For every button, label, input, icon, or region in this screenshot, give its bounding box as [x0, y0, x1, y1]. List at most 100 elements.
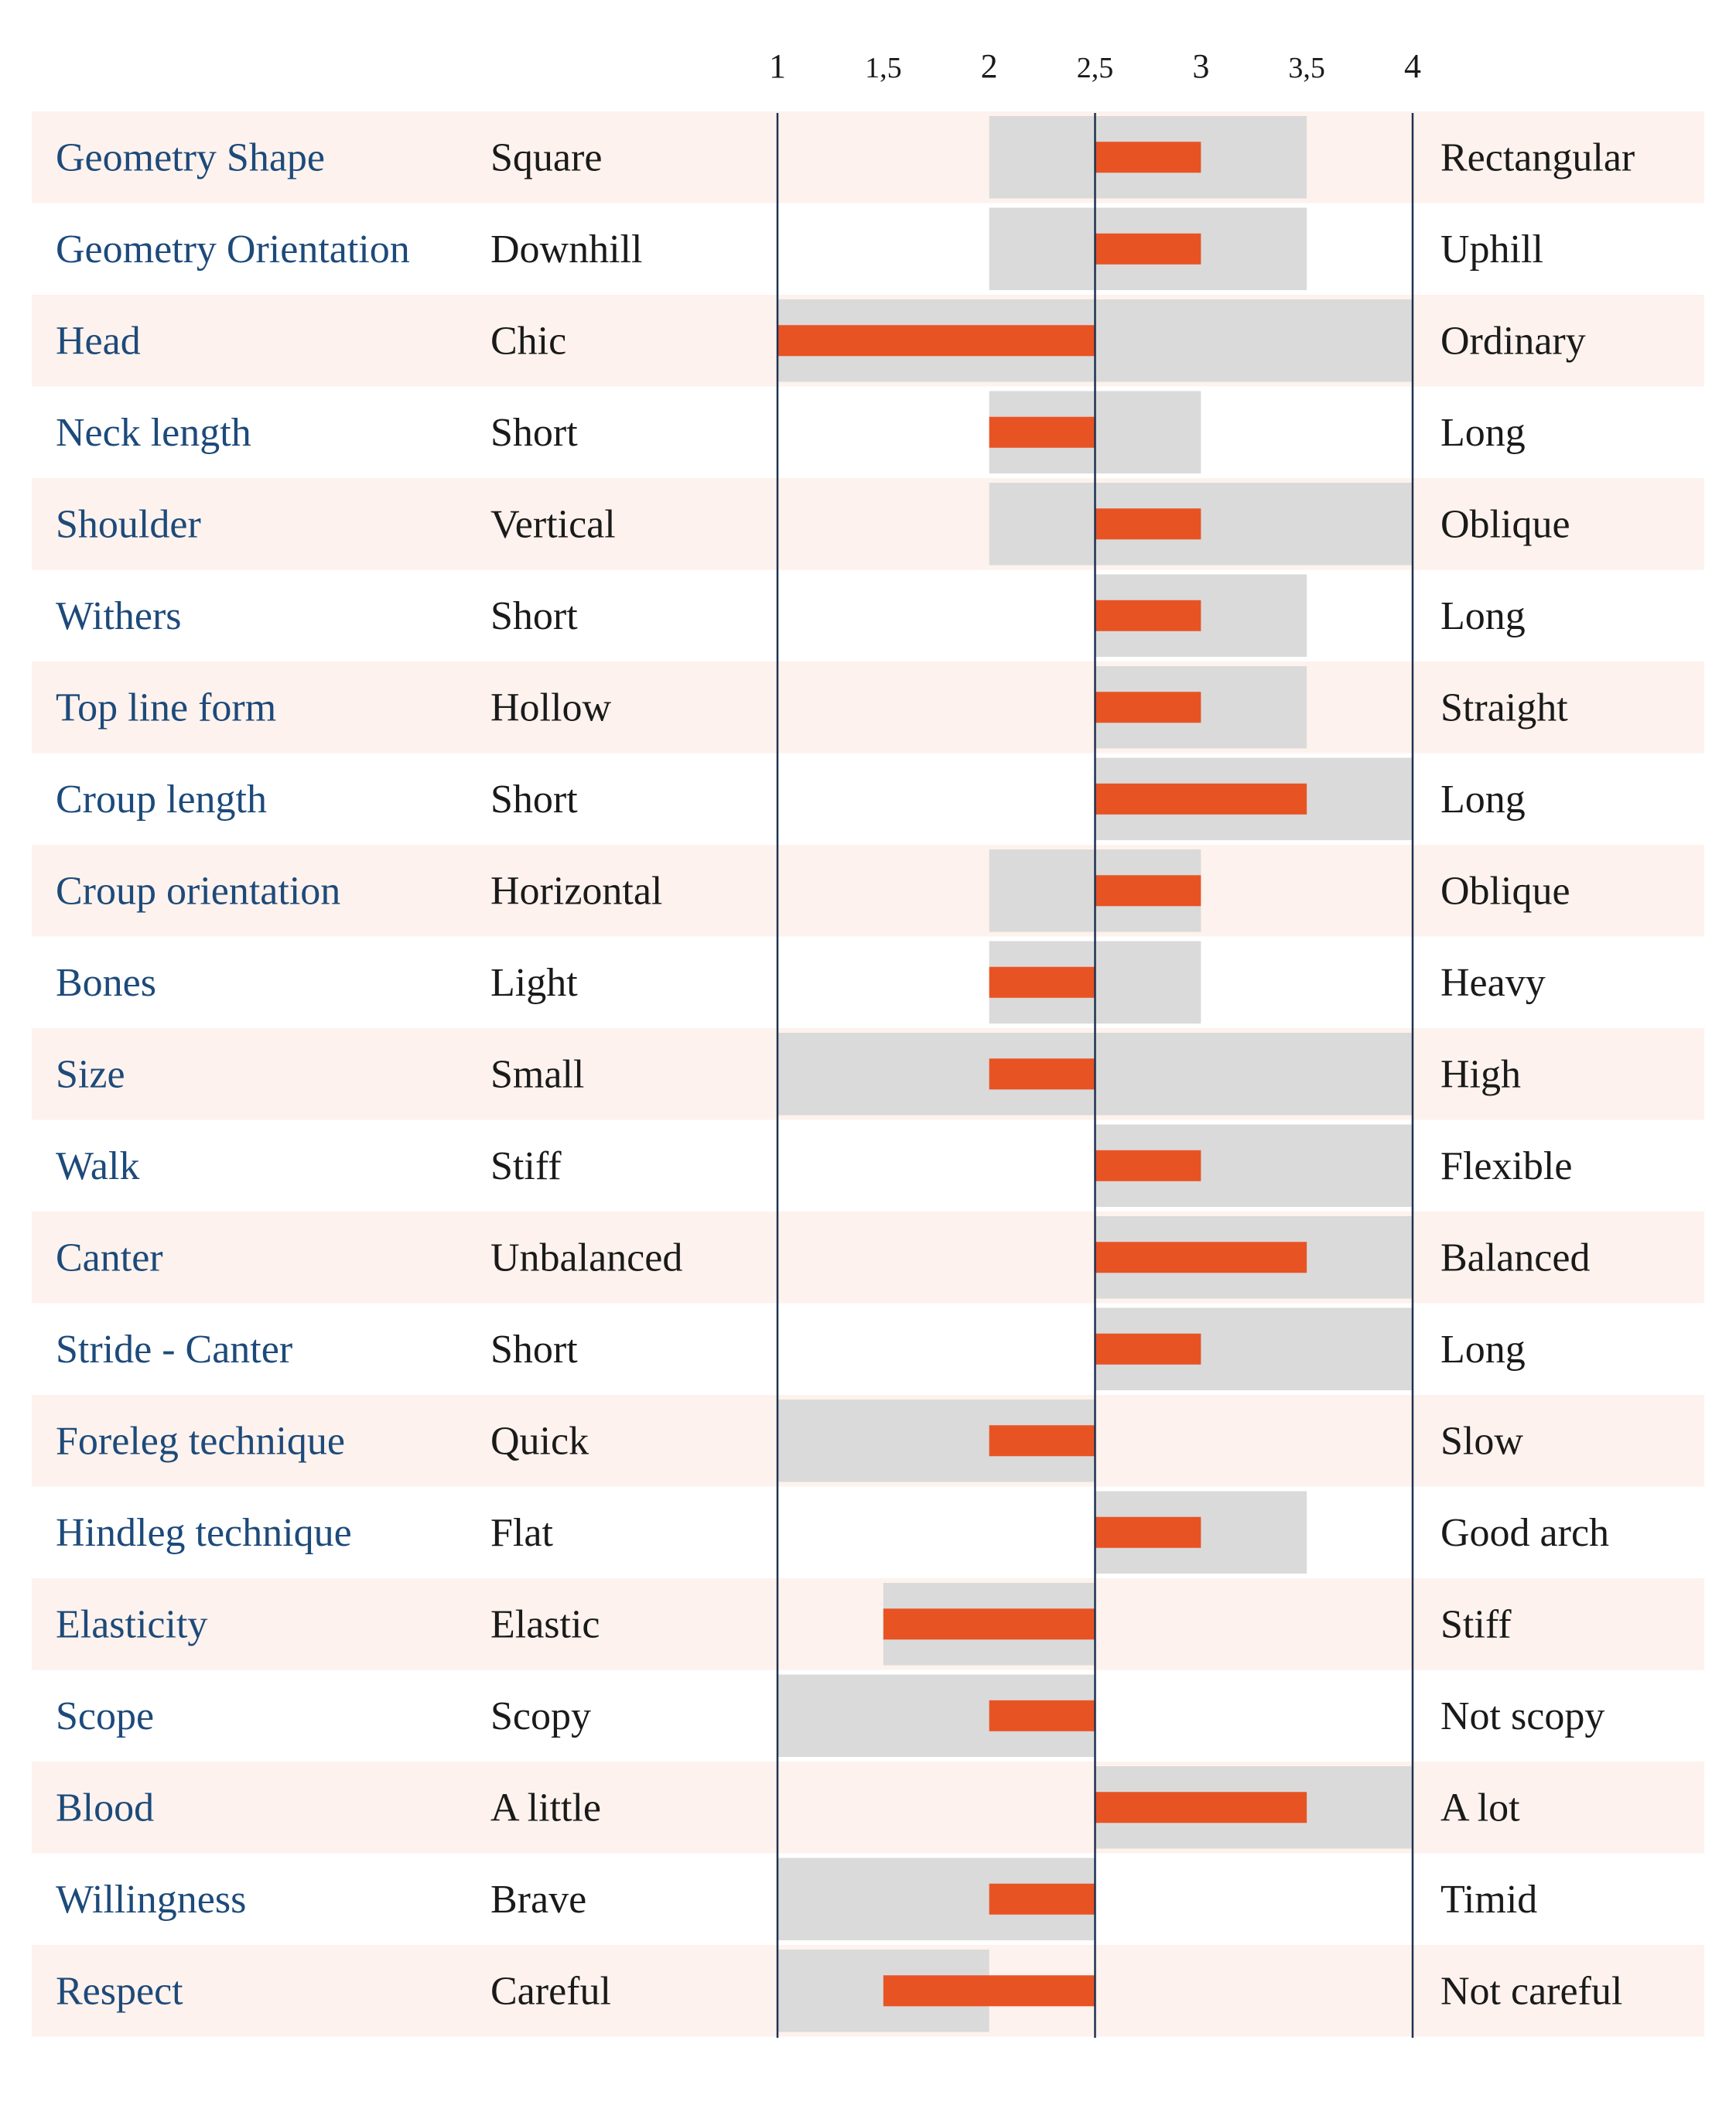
- low-end-label: Unbalanced: [490, 1236, 682, 1280]
- tick-labels: 1 1,5 2 2,5 3 3,5 4: [769, 47, 1421, 85]
- value-bar: [989, 1058, 1095, 1090]
- value-bar: [1095, 1150, 1201, 1181]
- low-end-label: Short: [490, 594, 578, 638]
- high-end-label: Oblique: [1440, 869, 1570, 913]
- trait-label: Geometry Orientation: [56, 227, 410, 272]
- high-end-label: Flexible: [1440, 1144, 1572, 1188]
- value-bar: [1095, 692, 1201, 723]
- trait-label: Elasticity: [56, 1602, 207, 1646]
- value-bar: [989, 1700, 1095, 1731]
- high-end-label: Not careful: [1440, 1969, 1622, 2013]
- row-background: [32, 1762, 1704, 1854]
- value-bar: [883, 1975, 1095, 2007]
- value-bar: [1095, 508, 1201, 540]
- value-bar: [1095, 1242, 1307, 1273]
- tick-label: 4: [1404, 47, 1421, 85]
- trait-label: Scope: [56, 1694, 154, 1738]
- trait-label: Canter: [56, 1236, 163, 1280]
- row-background: [32, 111, 1704, 203]
- low-end-label: Stiff: [490, 1144, 562, 1188]
- low-end-label: Scopy: [490, 1694, 591, 1738]
- value-bar: [1095, 783, 1307, 815]
- trait-label: Respect: [56, 1969, 183, 2013]
- low-end-label: Short: [490, 1328, 578, 1372]
- high-end-label: Long: [1440, 778, 1526, 822]
- high-end-label: A lot: [1440, 1786, 1520, 1830]
- value-bar: [1095, 1516, 1201, 1548]
- tick-label: 1: [769, 47, 786, 85]
- low-end-label: Horizontal: [490, 869, 662, 913]
- trait-label: Blood: [56, 1786, 154, 1830]
- trait-label: Foreleg technique: [56, 1419, 345, 1463]
- high-end-label: Long: [1440, 594, 1526, 638]
- high-end-label: High: [1440, 1052, 1521, 1096]
- value-bar: [1095, 875, 1201, 907]
- row-background: [32, 478, 1704, 570]
- trait-label: Walk: [56, 1144, 139, 1188]
- tick-label: 3,5: [1288, 52, 1325, 84]
- low-end-label: Brave: [490, 1878, 586, 1922]
- low-end-label: Short: [490, 778, 578, 822]
- low-end-label: Quick: [490, 1419, 589, 1463]
- high-end-label: Long: [1440, 1328, 1526, 1372]
- low-end-label: Short: [490, 411, 578, 455]
- low-end-label: Square: [490, 135, 602, 179]
- high-end-label: Heavy: [1440, 961, 1546, 1005]
- trait-label: Willingness: [56, 1878, 246, 1922]
- row-labels: Geometry Shape Square Rectangular Geometry …: [56, 135, 1635, 2013]
- tick-label: 3: [1192, 47, 1209, 85]
- low-end-label: Light: [490, 961, 578, 1005]
- high-end-label: Oblique: [1440, 502, 1570, 546]
- row-background: [32, 661, 1704, 754]
- low-end-label: Small: [490, 1052, 584, 1096]
- tick-label: 2,5: [1077, 52, 1114, 84]
- value-bar: [989, 966, 1095, 998]
- trait-label: Geometry Shape: [56, 135, 325, 179]
- low-end-label: A little: [490, 1786, 601, 1830]
- value-bar: [989, 1425, 1095, 1457]
- low-end-label: Vertical: [490, 502, 616, 546]
- high-end-label: Straight: [1440, 685, 1568, 730]
- row-background: [32, 1212, 1704, 1304]
- value-bar: [1095, 1792, 1307, 1823]
- trait-label: Top line form: [56, 685, 276, 730]
- trait-label: Stride - Canter: [56, 1328, 292, 1372]
- value-bar: [989, 416, 1095, 448]
- trait-label: Croup orientation: [56, 869, 340, 913]
- high-end-label: Balanced: [1440, 1236, 1590, 1280]
- trait-label: Size: [56, 1052, 125, 1096]
- value-bars: [777, 142, 1307, 2007]
- trait-label: Neck length: [56, 411, 251, 455]
- value-bar: [1095, 1333, 1201, 1365]
- value-bar: [777, 325, 1095, 357]
- trait-label: Croup length: [56, 778, 267, 822]
- axis-lines: [776, 113, 1414, 2038]
- trait-label: Withers: [56, 594, 182, 638]
- low-end-label: Elastic: [490, 1602, 600, 1646]
- value-bar: [883, 1608, 1095, 1640]
- high-end-label: Slow: [1440, 1419, 1523, 1463]
- row-background: [32, 1578, 1704, 1670]
- low-end-label: Flat: [490, 1511, 553, 1555]
- high-end-label: Not scopy: [1440, 1694, 1604, 1738]
- value-bar: [989, 1883, 1095, 1915]
- trait-label: Hindleg technique: [56, 1511, 352, 1555]
- trait-label: Shoulder: [56, 502, 201, 546]
- high-end-label: Long: [1440, 411, 1526, 455]
- value-bar: [1095, 142, 1201, 173]
- trait-label: Bones: [56, 961, 156, 1005]
- tick-label: 1,5: [865, 52, 902, 84]
- high-end-label: Timid: [1440, 1878, 1537, 1922]
- row-background: [32, 845, 1704, 937]
- low-end-label: Downhill: [490, 227, 642, 272]
- trait-label: Head: [56, 319, 141, 363]
- high-end-label: Good arch: [1440, 1511, 1609, 1555]
- high-end-label: Stiff: [1440, 1602, 1512, 1646]
- low-end-label: Chic: [490, 319, 566, 363]
- low-end-label: Careful: [490, 1969, 611, 2013]
- high-end-label: Ordinary: [1440, 319, 1586, 363]
- high-end-label: Rectangular: [1440, 135, 1635, 179]
- tick-label: 2: [981, 47, 998, 85]
- value-bar: [1095, 233, 1201, 265]
